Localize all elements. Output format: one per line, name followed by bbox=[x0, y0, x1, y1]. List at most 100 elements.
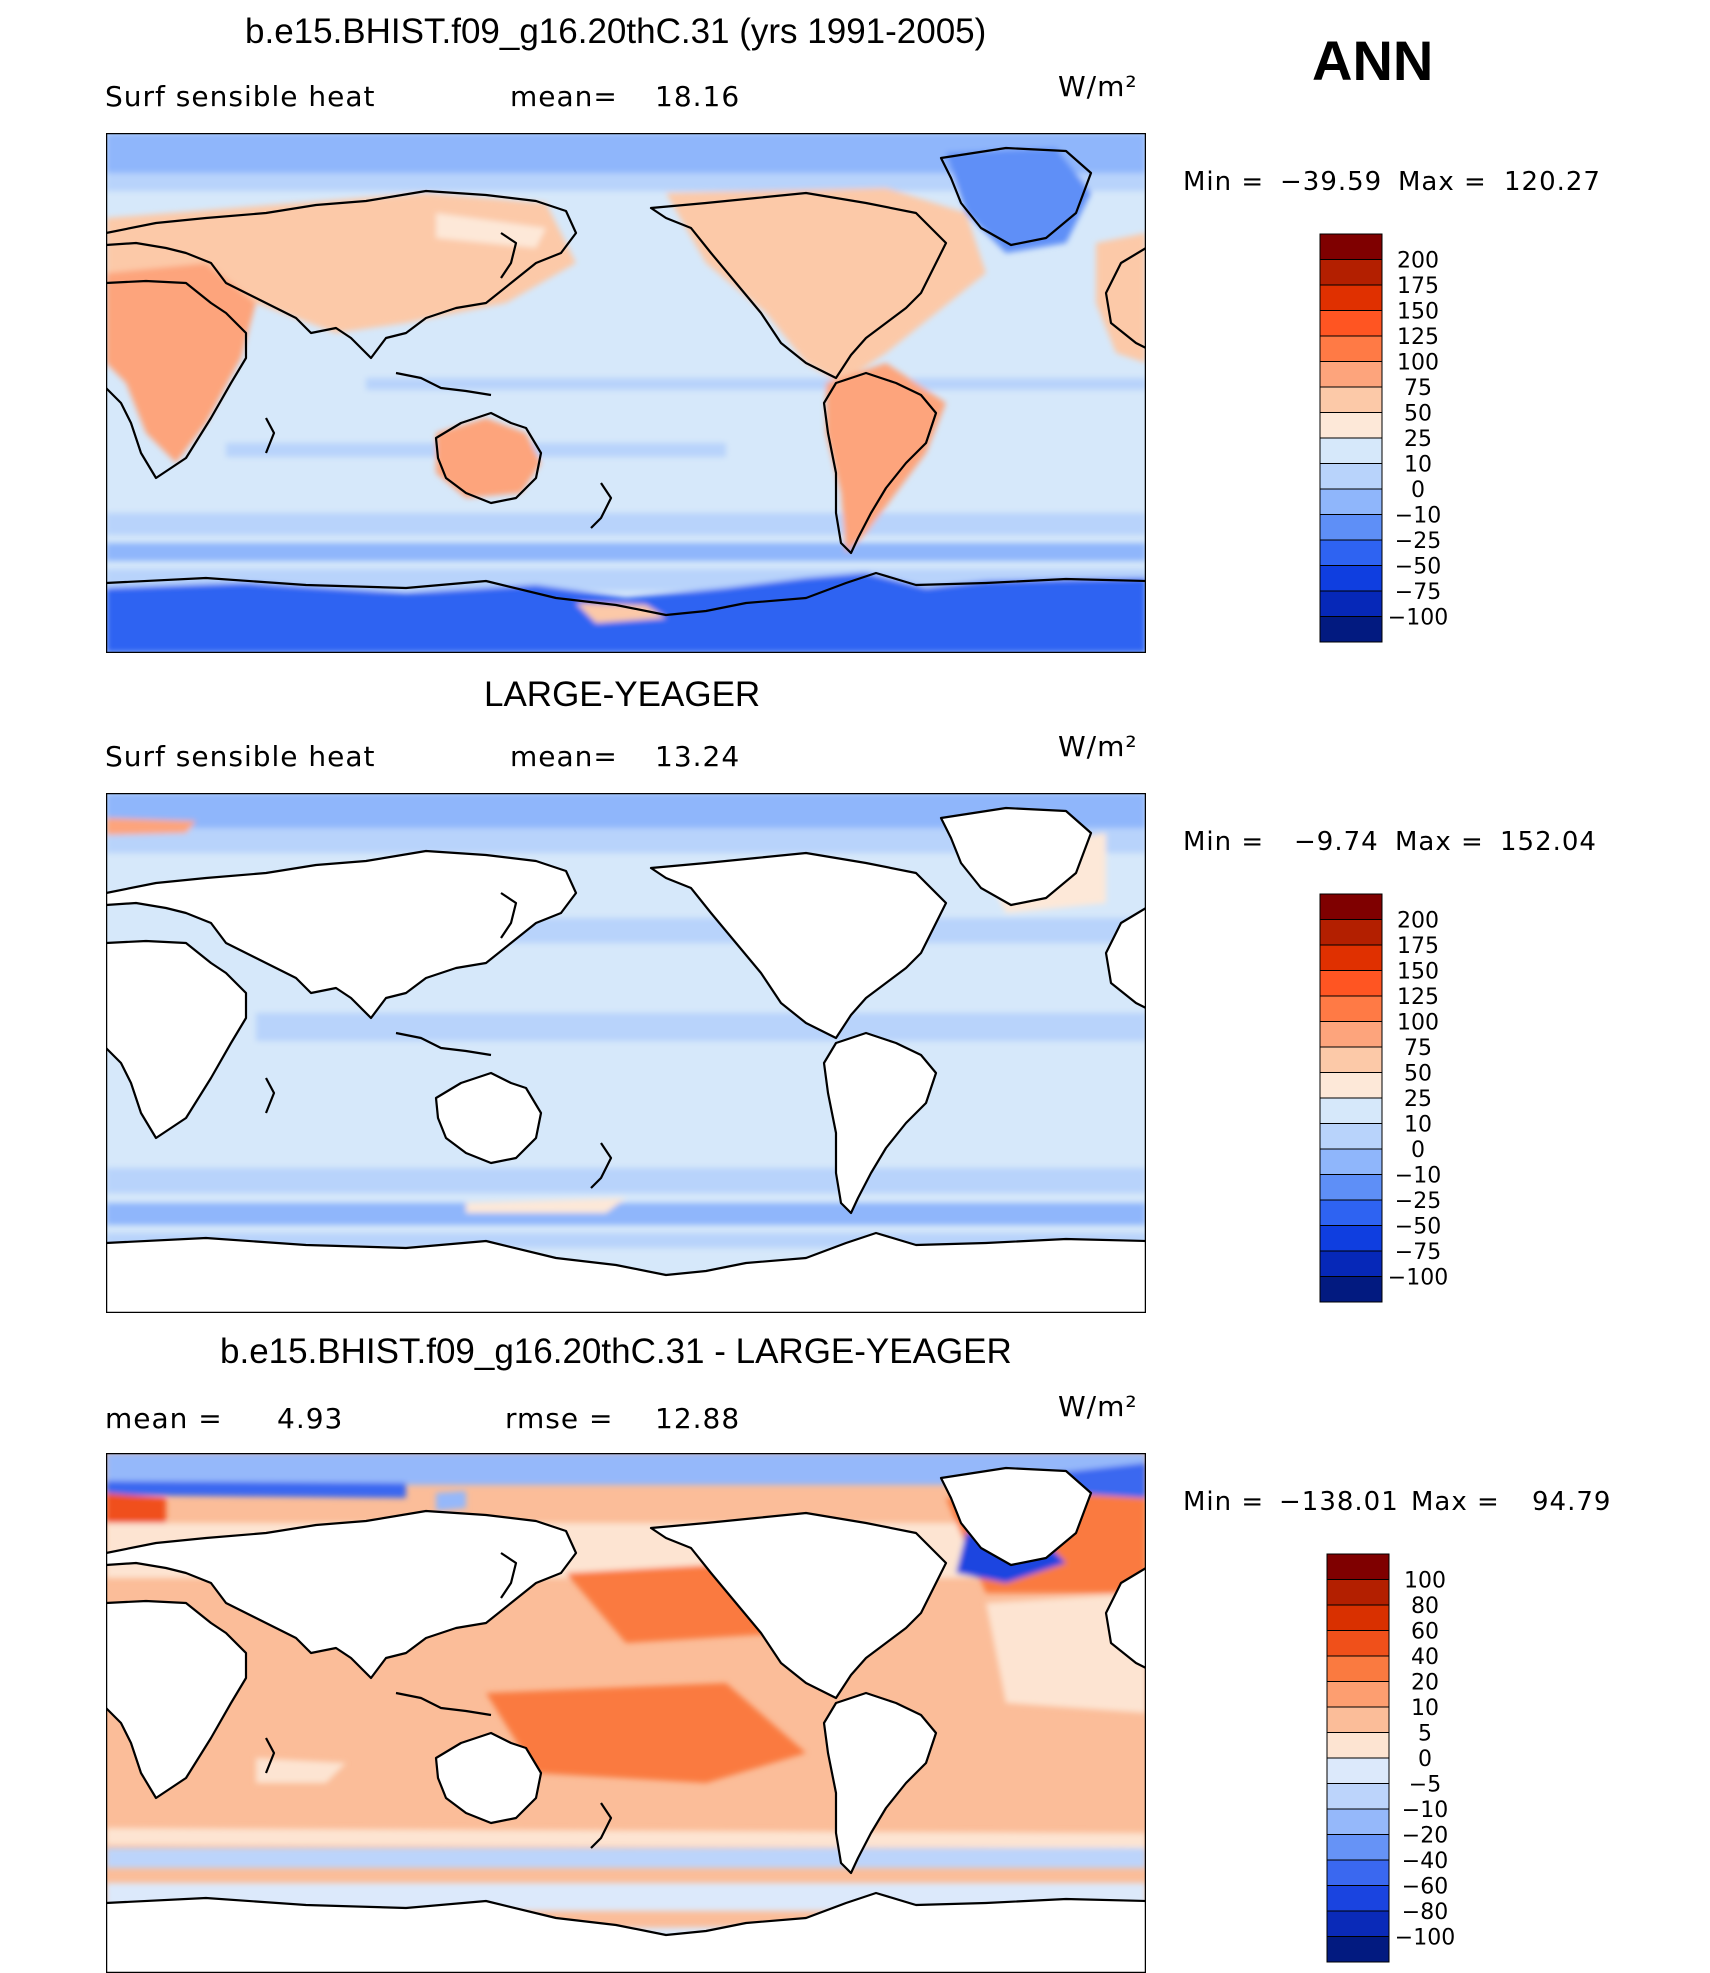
panel-2-colorbar-tick-label: 100 bbox=[1397, 1011, 1439, 1036]
panel-2-colorbar-tick-label: −75 bbox=[1395, 1240, 1441, 1265]
panel-1-colorbar-tick-label: 75 bbox=[1404, 376, 1432, 401]
panel-1-colorbar-tick-label: 25 bbox=[1404, 427, 1432, 452]
panel-1-coast-africa bbox=[106, 279, 248, 480]
panel-3-colorbar-swatch bbox=[1326, 1706, 1390, 1733]
panel-2-colorbar-tick-label: 175 bbox=[1397, 934, 1439, 959]
panel-3-okhotsk-cold bbox=[436, 1491, 466, 1511]
panel-1-colorbar-swatch bbox=[1319, 386, 1383, 413]
panel-1-colorbar-tick-label: 200 bbox=[1397, 249, 1439, 274]
panel-3-coast-south-america bbox=[822, 1691, 938, 1875]
panel-1-colorbar-tick-label: −100 bbox=[1388, 606, 1448, 631]
panel-1-colorbar-swatch bbox=[1319, 284, 1383, 311]
panel-3-colorbar-tick-label: −10 bbox=[1402, 1798, 1448, 1823]
panel-2-colorbar-swatch bbox=[1319, 1046, 1383, 1073]
panel-2-map-frame bbox=[106, 793, 1146, 1313]
panel-3-colorbar-swatch bbox=[1326, 1783, 1390, 1810]
panel-2-colorbar-swatch bbox=[1319, 1072, 1383, 1099]
panel-2-min-label: Min = bbox=[1183, 827, 1265, 857]
panel-3-min-value: −138.01 bbox=[1279, 1487, 1399, 1517]
panel-3-land-greenland bbox=[941, 1468, 1091, 1565]
panel-1-colorbar-tick-label: 150 bbox=[1397, 300, 1439, 325]
panel-3-colorbar-tick-label: 60 bbox=[1411, 1620, 1439, 1645]
panel-3-colorbar-swatch bbox=[1326, 1885, 1390, 1912]
panel-1-coast-antarctica bbox=[106, 571, 1146, 617]
panel-3-colorbar-tick-label: −60 bbox=[1402, 1875, 1448, 1900]
panel-1-colorbar-tick-label: 125 bbox=[1397, 325, 1439, 350]
panel-1-africa-heat bbox=[106, 263, 256, 463]
panel-1-colorbar-tick-label: 0 bbox=[1411, 478, 1425, 503]
panel-2-colorbar-swatch bbox=[1319, 919, 1383, 946]
panel-3-colorbar-tick-label: −80 bbox=[1402, 1900, 1448, 1925]
panel-1-colorbar-swatch bbox=[1319, 412, 1383, 439]
panel-3-map bbox=[106, 1453, 1146, 1973]
panel-2-colorbar-tick-label: 10 bbox=[1404, 1113, 1432, 1138]
panel-2-colorbar-swatch bbox=[1319, 1148, 1383, 1175]
panel-2-units: W/m² bbox=[1058, 730, 1138, 763]
panel-1-colorbar-swatch bbox=[1319, 437, 1383, 464]
panel-3-colorbar-swatch bbox=[1326, 1936, 1390, 1963]
panel-3-coast-antarctica bbox=[106, 1891, 1146, 1937]
panel-1-southern-band-1 bbox=[106, 513, 1146, 535]
panel-2-colorbar-tick-label: 25 bbox=[1404, 1087, 1432, 1112]
panel-1-title: b.e15.BHIST.f09_g16.20thC.31 (yrs 1991-2… bbox=[245, 12, 987, 51]
panel-1-colorbar-swatch bbox=[1319, 361, 1383, 388]
panel-3-colorbar-tick-label: 100 bbox=[1404, 1569, 1446, 1594]
panel-3-colorbar-tick-label: 5 bbox=[1418, 1722, 1432, 1747]
panel-1-subarctic-band bbox=[106, 173, 1146, 191]
panel-3-coast-japan bbox=[500, 1552, 518, 1599]
panel-1-colorbar-tick-label: −10 bbox=[1395, 504, 1441, 529]
panel-2-coast-indonesia bbox=[395, 1031, 492, 1057]
panel-1-north-america-heat bbox=[666, 188, 986, 383]
panel-3-colorbar-swatch bbox=[1326, 1808, 1390, 1835]
panel-2-land-north-america bbox=[651, 853, 946, 1038]
panel-2-colorbar-swatch bbox=[1319, 970, 1383, 997]
panel-3-south-pacific-warm bbox=[486, 1683, 806, 1783]
panel-3-southern-pale-band bbox=[106, 1828, 1146, 1848]
panel-3-southern-cool-band-1 bbox=[106, 1848, 1146, 1868]
panel-2-coast-north-america bbox=[649, 851, 948, 1040]
panel-2-land-australia bbox=[436, 1073, 541, 1163]
panel-3-colorbar-swatch bbox=[1326, 1859, 1390, 1886]
panel-2-coast-japan bbox=[500, 892, 518, 939]
panel-2-land-greenland bbox=[941, 808, 1091, 905]
panel-1-mean-value: 18.16 bbox=[655, 80, 741, 113]
panel-3-coast-new-zealand bbox=[590, 1802, 613, 1849]
panel-3-land-south-america bbox=[824, 1693, 936, 1873]
panel-3-colorbar-tick-label: −20 bbox=[1402, 1824, 1448, 1849]
panel-3-colorbar-tick-label: −40 bbox=[1402, 1849, 1448, 1874]
panel-2-colorbar-swatch bbox=[1319, 1021, 1383, 1048]
panel-3-min-label: Min = bbox=[1183, 1487, 1265, 1517]
panel-3-max-label: Max = bbox=[1411, 1487, 1500, 1517]
panel-1-colorbar-tick-label: −50 bbox=[1395, 555, 1441, 580]
panel-3-colorbar-tick-label: −5 bbox=[1409, 1773, 1441, 1798]
panel-2-coast-greenland bbox=[939, 806, 1093, 907]
panel-2-colorbar-tick-label: 50 bbox=[1404, 1062, 1432, 1087]
panel-3-indian-ocean-pale-patch bbox=[256, 1758, 346, 1783]
panel-2-max-label: Max = bbox=[1395, 827, 1484, 857]
panel-1-south-america-heat bbox=[826, 363, 946, 553]
panel-2-colorbar-swatch bbox=[1319, 1276, 1383, 1303]
panel-2-colorbar-swatch bbox=[1319, 1097, 1383, 1124]
panel-1-coast-indonesia bbox=[395, 371, 492, 397]
panel-1-coast-madagascar bbox=[264, 417, 276, 454]
panel-2-colorbar-tick-label: −100 bbox=[1388, 1266, 1448, 1291]
panel-3-coast-madagascar bbox=[264, 1737, 276, 1774]
panel-2-colorbar-swatch bbox=[1319, 1225, 1383, 1252]
panel-1-antarctic-peninsula-heat bbox=[576, 603, 666, 623]
panel-2-mean-value: 13.24 bbox=[655, 740, 741, 773]
panel-2-colorbar-tick-label: 150 bbox=[1397, 960, 1439, 985]
panel-2-barents-heat bbox=[106, 818, 196, 835]
panel-1-colorbar-tick-label: −75 bbox=[1395, 580, 1441, 605]
panel-2-map bbox=[106, 793, 1146, 1313]
panel-3-land-africa bbox=[106, 1601, 246, 1798]
panel-2-equatorial-band bbox=[256, 1013, 1146, 1041]
panel-2-coast-africa bbox=[106, 939, 248, 1140]
panel-1-colorbar-tick-label: −25 bbox=[1395, 529, 1441, 554]
panel-2-colorbar-tick-label: 75 bbox=[1404, 1036, 1432, 1061]
panel-1-max-label: Max = bbox=[1398, 167, 1487, 197]
panel-2-colorbar-swatch bbox=[1319, 944, 1383, 971]
panel-3-coast-indonesia bbox=[395, 1691, 492, 1717]
panel-2-variable-label: Surf sensible heat bbox=[105, 740, 376, 773]
panel-1-min-label: Min = bbox=[1183, 167, 1265, 197]
